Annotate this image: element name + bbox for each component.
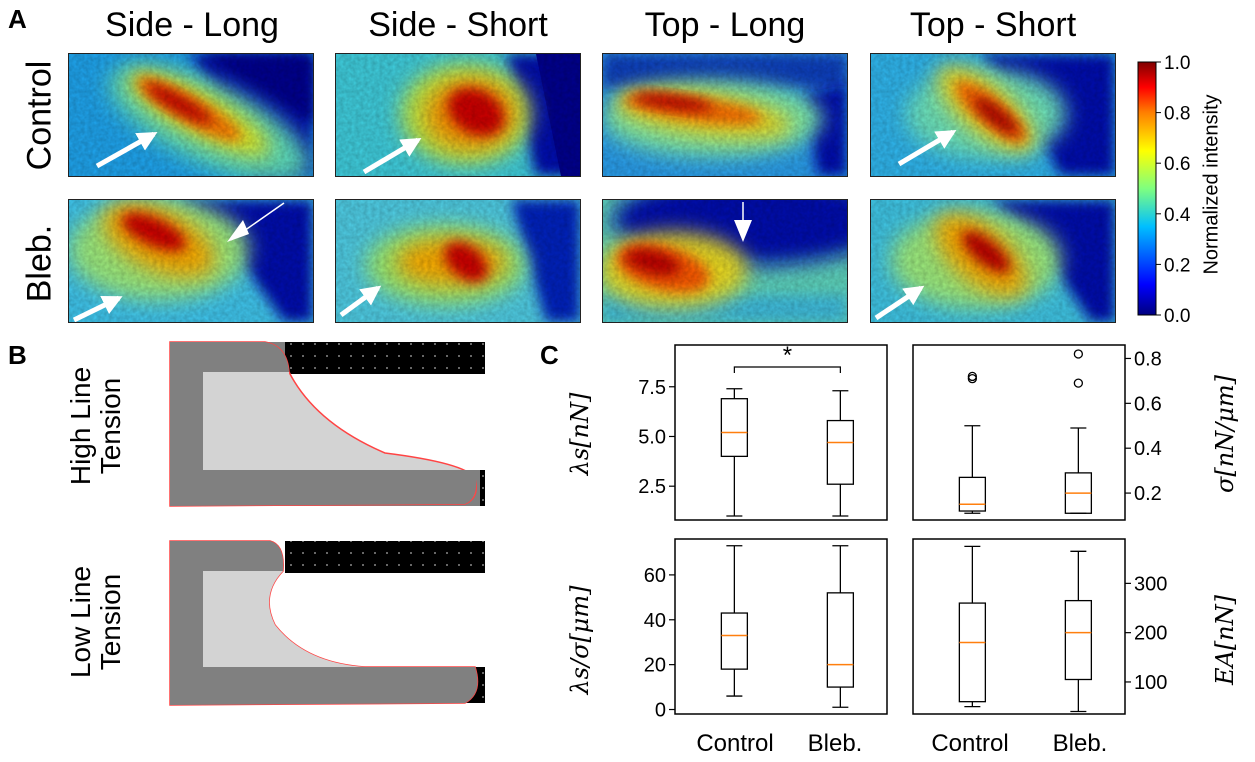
box-iqr <box>826 419 855 485</box>
pillar-top <box>285 342 485 374</box>
pillar-top <box>285 541 485 573</box>
axes-frame <box>912 538 1126 715</box>
heatmap-bleb-side-short <box>335 199 581 323</box>
schematic-label-low-line2: Tension <box>95 573 126 671</box>
significance-bracket <box>733 366 841 373</box>
y-tick-label: 300 <box>1134 573 1167 595</box>
column-title-top-long: Top - Long <box>644 6 806 44</box>
xlabel-right-bleb: Bleb. <box>1052 730 1108 757</box>
y-tick-label: 100 <box>1134 672 1167 694</box>
outlier-point <box>1073 349 1084 359</box>
colorbar-gradient <box>1137 61 1157 316</box>
y-tick-label: 0.2 <box>1134 483 1162 505</box>
heatmap-bleb-side-long <box>68 199 314 323</box>
ylabel-sigma: σ[nN/μm] <box>1211 375 1239 494</box>
ylabel-ratio: λs/σ[μm] <box>566 585 594 695</box>
schematic-label-high-line2: Tension <box>95 377 126 475</box>
y-tick-label: 2.5 <box>638 476 666 498</box>
y-tick-label: 7.5 <box>638 377 666 399</box>
colorbar-tick-label: 0.8 <box>1164 104 1190 125</box>
boxplot-grid: 2.5 5.0 7.5 * 0.2 0.4 0.6 0.8 0 20 40 60 100 200 300 <box>638 342 1167 722</box>
panel-label-b: B <box>8 340 27 370</box>
schematic-label-high-line1: High Line <box>65 366 96 486</box>
panel-label-c: C <box>540 340 559 370</box>
y-tick-label: 0 <box>655 700 666 722</box>
y-tick-label: 5.0 <box>638 426 666 448</box>
colorbar-label: Normalized intensity <box>1200 94 1223 275</box>
row-title-control: Control <box>20 60 59 171</box>
xlabel-left-control: Control <box>696 730 774 757</box>
y-tick-label: 40 <box>644 610 666 632</box>
y-tick-label: 0.8 <box>1134 348 1162 370</box>
row-title-bleb: Bleb. <box>20 224 59 303</box>
y-tick-label: 20 <box>644 655 666 677</box>
box-iqr <box>720 612 749 670</box>
schematic-low-tension <box>169 540 485 706</box>
schematic-label-low-line1: Low Line <box>65 565 96 679</box>
column-title-top-short: Top - Short <box>909 6 1077 44</box>
box-iqr <box>958 476 987 512</box>
colorbar-tick-label: 0.2 <box>1164 255 1190 276</box>
xlabel-right-control: Control <box>931 730 1009 757</box>
colorbar-tick-label: 1.0 <box>1164 53 1190 74</box>
outlier-point <box>1073 378 1084 388</box>
axes-frame <box>674 344 888 521</box>
heatmap-control-top-short <box>870 53 1116 177</box>
significance-star: * <box>783 342 792 369</box>
axes-frame <box>674 538 888 715</box>
schematic-high-tension <box>169 341 485 507</box>
ylabel-ea: EA[nN] <box>1211 594 1239 686</box>
heatmap-bleb-top-long <box>602 199 848 323</box>
box-iqr <box>720 398 749 458</box>
panel-label-a: A <box>8 4 27 34</box>
colorbar-tick-label: 0.4 <box>1164 205 1191 226</box>
axes-frame <box>912 344 1126 521</box>
heatmap-control-side-short <box>335 53 581 177</box>
y-tick-label: 200 <box>1134 623 1167 645</box>
schematic-label-high: High Line Tension <box>65 366 126 486</box>
xlabel-left-bleb: Bleb. <box>807 730 863 757</box>
y-tick-label: 0.6 <box>1134 393 1162 415</box>
colorbar-tick-label: 0.6 <box>1164 154 1190 175</box>
colorbar-tick-label: 0.0 <box>1164 306 1190 327</box>
ylabel-lambda: λs[nN] <box>566 392 594 476</box>
heatmap-control-side-long <box>68 53 314 177</box>
box-iqr <box>826 592 855 688</box>
outlier-point <box>967 371 978 382</box>
heatmap-bleb-top-short <box>870 199 1116 323</box>
colorbar: 1.0 0.8 0.6 0.4 0.2 0.0 <box>1137 53 1191 327</box>
y-tick-label: 0.4 <box>1134 438 1162 460</box>
column-title-side-long: Side - Long <box>105 6 279 44</box>
box-iqr <box>1064 599 1093 681</box>
box-iqr <box>958 602 987 703</box>
column-title-side-short: Side - Short <box>368 6 548 44</box>
heatmap-control-top-long <box>602 53 848 177</box>
y-tick-label: 60 <box>644 565 666 587</box>
schematic-label-low: Low Line Tension <box>65 562 126 682</box>
